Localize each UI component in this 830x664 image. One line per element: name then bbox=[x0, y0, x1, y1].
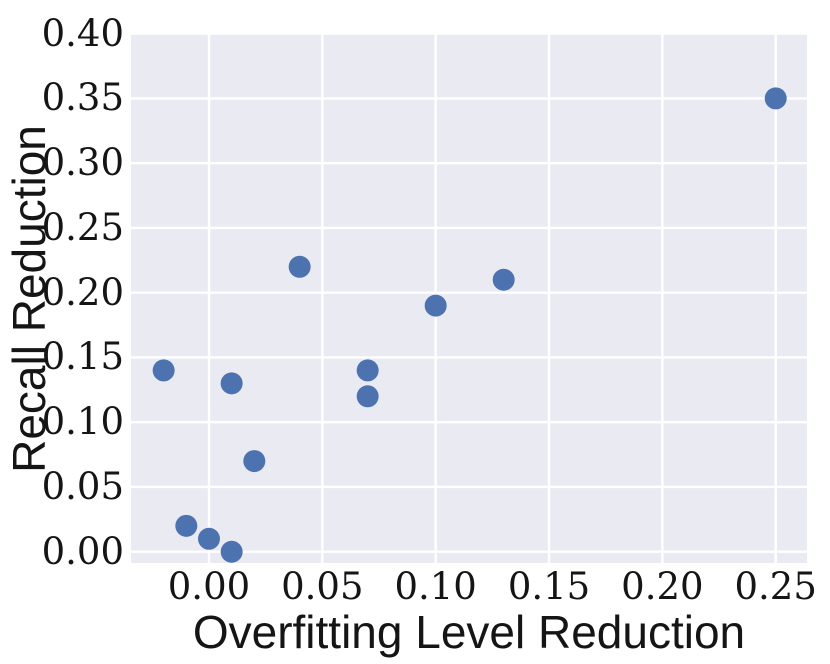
scatter-chart-svg bbox=[131, 33, 807, 563]
plot-area bbox=[131, 33, 807, 563]
x-tick-label: 0.10 bbox=[394, 565, 477, 608]
x-tick-label: 0.20 bbox=[621, 565, 704, 608]
data-point bbox=[424, 294, 447, 317]
x-tick-label: 0.15 bbox=[507, 565, 591, 608]
data-point bbox=[492, 268, 515, 291]
y-tick-label: 0.20 bbox=[41, 270, 124, 314]
y-tick-label: 0.00 bbox=[41, 529, 124, 573]
data-point bbox=[220, 372, 243, 395]
y-tick-label: 0.10 bbox=[41, 400, 124, 444]
y-tick-label: 0.25 bbox=[41, 205, 124, 249]
data-point bbox=[220, 540, 243, 563]
y-tick-label: 0.15 bbox=[41, 335, 124, 379]
data-point bbox=[288, 255, 311, 278]
y-tick-label: 0.35 bbox=[41, 76, 124, 120]
y-tick-label: 0.05 bbox=[41, 464, 124, 508]
data-point bbox=[197, 527, 220, 550]
x-tick-label: 0.00 bbox=[167, 565, 251, 608]
y-tick-label: 0.30 bbox=[41, 141, 124, 185]
data-point bbox=[356, 385, 379, 408]
y-tick-label: 0.40 bbox=[41, 11, 124, 55]
x-tick-label: 0.05 bbox=[281, 565, 364, 608]
data-point bbox=[356, 359, 379, 382]
x-tick-label: 0.25 bbox=[734, 565, 817, 608]
plot-background bbox=[131, 33, 807, 563]
data-point bbox=[764, 87, 787, 110]
x-axis-title: Overfitting Level Reduction bbox=[192, 606, 746, 658]
data-point bbox=[175, 514, 198, 537]
data-point bbox=[152, 359, 175, 382]
data-point bbox=[243, 450, 266, 473]
